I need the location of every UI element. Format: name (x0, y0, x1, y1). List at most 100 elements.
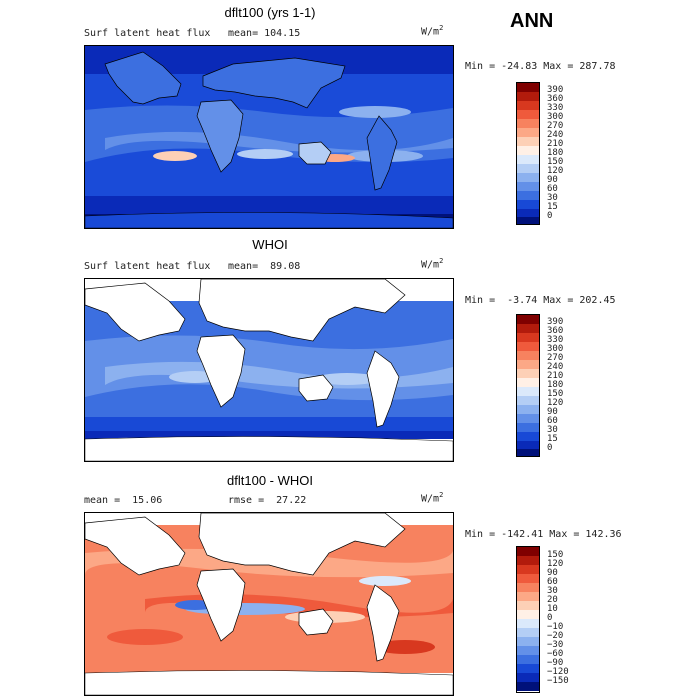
panel-1-map-graphic (85, 46, 453, 228)
panel-2-colorbar-bin-2 (517, 324, 539, 333)
panel-3-level: 60 (547, 577, 558, 587)
panel-3-level: −60 (547, 649, 564, 659)
panel-1-colorbar-bin-10 (517, 164, 539, 173)
panel-2-map (84, 278, 454, 462)
panel-2-colorbar-labels: 390 360 330 300 270 240 210 180 150 120 … (547, 317, 587, 457)
panel-3-colorbar-bin-5 (517, 583, 539, 592)
panel-3-level: 150 (547, 550, 564, 560)
panel-2-colorbar-bin-4 (517, 342, 539, 351)
panel-2-level: 0 (547, 443, 553, 453)
panel-1-level: 15 (547, 202, 558, 212)
panel-1-colorbar-bin-11 (517, 173, 539, 182)
panel-3-colorbar-bin-14 (517, 664, 539, 673)
panel-3-level: −150 (547, 676, 569, 686)
panel-1-level: 360 (547, 94, 564, 104)
panel-1-field-label: Surf latent heat flux (84, 28, 211, 39)
panel-1-colorbar-bin-2 (517, 92, 539, 101)
panel-1-colorbar-bin-13 (517, 191, 539, 200)
panel-2-colorbar-bin-8 (517, 378, 539, 387)
panel-3-level: −120 (547, 667, 569, 677)
panel-1-level: 240 (547, 130, 564, 140)
panel-2-colorbar-bin-15 (517, 441, 539, 449)
panel-2-mean-label: mean= 89.08 (228, 261, 301, 272)
panel-3-rmse-label: rmse = 27.22 (228, 495, 307, 506)
panel-2-colorbar-bin-3 (517, 333, 539, 342)
panel-3-level: 20 (547, 595, 558, 605)
panel-1-level: 270 (547, 121, 564, 131)
panel-1-units: W/m2 (421, 24, 444, 38)
panel-1-level: 120 (547, 166, 564, 176)
panel-2-colorbar-bin-1 (517, 315, 539, 324)
panel-2-units: W/m2 (421, 257, 444, 271)
panel-2-level: 180 (547, 380, 564, 390)
panel-2-colorbar-bin-16 (517, 449, 539, 456)
panel-2-colorbar (516, 314, 540, 457)
panel-1-colorbar-bin-9 (517, 155, 539, 164)
panel-3-units: W/m2 (421, 491, 444, 505)
panel-2-colorbar-bin-6 (517, 360, 539, 369)
panel-1-level: 180 (547, 148, 564, 158)
panel-1-colorbar-bin-14 (517, 200, 539, 209)
panel-2-level: 120 (547, 398, 564, 408)
panel-2-colorbar-bin-7 (517, 369, 539, 378)
panel-3-colorbar-bin-8 (517, 610, 539, 619)
panel-3-colorbar-bin-15 (517, 673, 539, 682)
panel-3-colorbar-bin-3 (517, 565, 539, 574)
panel-1-colorbar-labels: 390 360 330 300 270 240 210 180 150 120 … (547, 85, 587, 225)
panel-1-level: 90 (547, 175, 558, 185)
panel-2-map-graphic (85, 279, 453, 461)
panel-2-level: 150 (547, 389, 564, 399)
panel-1-colorbar-bin-4 (517, 110, 539, 119)
panel-3-level: −20 (547, 631, 564, 641)
panel-1-colorbar-bin-7 (517, 137, 539, 146)
panel-1-level: 210 (547, 139, 564, 149)
panel-1-colorbar-bin-1 (517, 83, 539, 92)
panel-3-map-graphic (85, 513, 453, 695)
panel-1-level: 300 (547, 112, 564, 122)
panel-2-field-label: Surf latent heat flux (84, 261, 211, 272)
panel-2-level: 240 (547, 362, 564, 372)
panel-2-level: 30 (547, 425, 558, 435)
panel-2-colorbar-bin-9 (517, 387, 539, 396)
panel-3-colorbar-bin-4 (517, 574, 539, 583)
panel-1-level: 330 (547, 103, 564, 113)
panel-3-level: 30 (547, 586, 558, 596)
panel-1-minmax: Min = -24.83 Max = 287.78 (465, 61, 616, 72)
panel-3-level: 10 (547, 604, 558, 614)
panel-1-map (84, 45, 454, 229)
panel-1-colorbar-bin-6 (517, 128, 539, 137)
panel-3-level: 120 (547, 559, 564, 569)
panel-3-level: −10 (547, 622, 564, 632)
panel-2-level: 90 (547, 407, 558, 417)
season-label: ANN (510, 10, 554, 32)
panel-1-level: 150 (547, 157, 564, 167)
panel-3-map (84, 512, 454, 696)
panel-3-level: 90 (547, 568, 558, 578)
panel-1-colorbar-bin-3 (517, 101, 539, 110)
panel-1-mean-label: mean= 104.15 (228, 28, 301, 39)
panel-3-colorbar-labels: 150 120 90 60 30 20 10 0 −10 −20 −30 −60… (547, 550, 587, 690)
panel-1-colorbar-bin-16 (517, 217, 539, 224)
panel-3-colorbar-bin-13 (517, 655, 539, 664)
panel-2-colorbar-bin-10 (517, 396, 539, 405)
panel-2-colorbar-bin-5 (517, 351, 539, 360)
panel-3-colorbar-bin-6 (517, 592, 539, 601)
panel-3-colorbar-bin-7 (517, 601, 539, 610)
panel-2-level: 360 (547, 326, 564, 336)
panel-3-colorbar (516, 546, 540, 693)
panel-3-colorbar-bin-2 (517, 556, 539, 565)
panel-3-minmax: Min = -142.41 Max = 142.36 (465, 529, 622, 540)
panel-3-level: −90 (547, 658, 564, 668)
panel-2-colorbar-bin-12 (517, 414, 539, 423)
panel-2-colorbar-bin-11 (517, 405, 539, 414)
panel-1-level: 30 (547, 193, 558, 203)
panel-1-title: dflt100 (yrs 1-1) (224, 5, 316, 20)
panel-1-colorbar-bin-5 (517, 119, 539, 128)
panel-2-level: 270 (547, 353, 564, 363)
panel-3-colorbar-bin-10 (517, 628, 539, 637)
panel-2-level: 60 (547, 416, 558, 426)
panel-1-level: 390 (547, 85, 564, 95)
panel-2-level: 210 (547, 371, 564, 381)
panel-1-colorbar-bin-15 (517, 209, 539, 217)
panel-3-colorbar-bin-16 (517, 682, 539, 691)
